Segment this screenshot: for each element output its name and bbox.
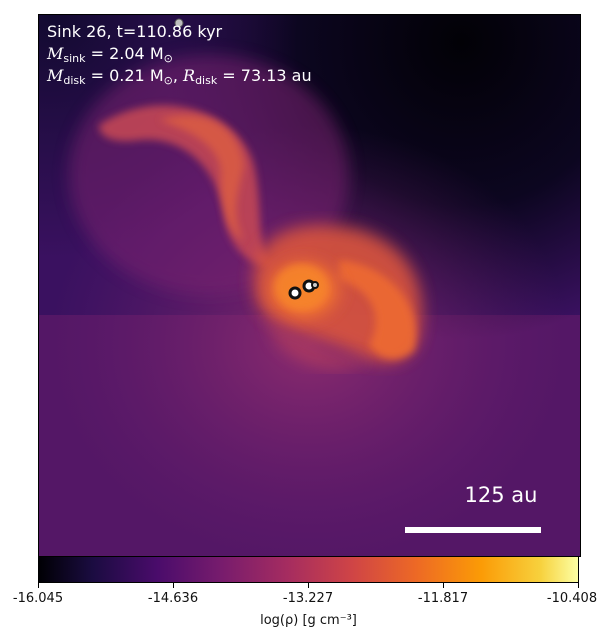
colorbar-tick [443,583,444,588]
colorbar-tick-label: -11.817 [417,591,469,606]
colorbar-tick-label: -13.227 [282,591,334,606]
colorbar-tick-label: -14.636 [147,591,199,606]
scale-bar-label: 125 au [464,483,538,507]
density-map: Sink 26, t=110.86 kyr Msink = 2.04 M⊙ Md… [38,14,581,557]
sink-mass-label: Msink = 2.04 M⊙ [47,44,173,65]
colorbar-tick-label: -16.045 [12,591,64,606]
colorbar-tick [308,583,309,588]
disk-properties-label: Mdisk = 0.21 M⊙, Rdisk = 73.13 au [47,66,312,87]
density-image [39,15,580,556]
colorbar-tick [578,583,579,588]
sink-time-label: Sink 26, t=110.86 kyr [47,22,223,41]
colorbar-label: log(ρ) [g cm⁻³] [260,613,357,628]
colorbar [38,556,579,583]
colorbar-tick [38,583,39,588]
sink-particle-markers [174,18,319,300]
scale-bar [405,527,541,533]
colorbar-tick-label: -10.408 [546,591,598,606]
colorbar-tick [173,583,174,588]
